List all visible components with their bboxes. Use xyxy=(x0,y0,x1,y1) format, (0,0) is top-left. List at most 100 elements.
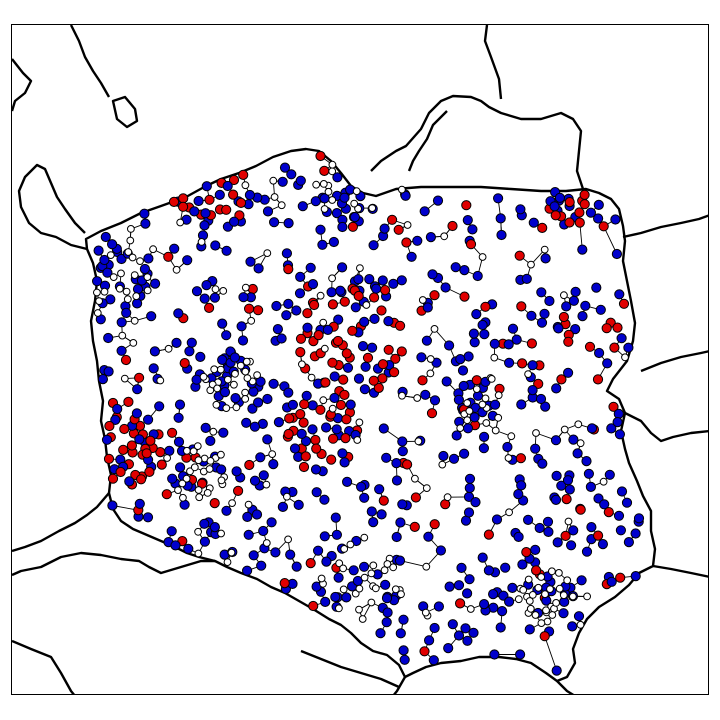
load-node xyxy=(248,386,259,397)
substation-node xyxy=(106,251,115,260)
generator-node xyxy=(204,194,215,205)
load-node xyxy=(471,309,482,320)
load-node xyxy=(479,329,490,340)
load-node xyxy=(112,403,123,415)
network-nodes xyxy=(92,150,645,676)
baltic-coast-east xyxy=(407,110,448,172)
load-node xyxy=(266,517,277,528)
generator-node xyxy=(347,221,358,232)
substation-node xyxy=(527,260,535,269)
generator-node xyxy=(107,473,119,484)
substation-node xyxy=(319,396,328,405)
load-node xyxy=(563,367,574,378)
load-node xyxy=(183,543,194,554)
load-node xyxy=(526,310,537,321)
substation-node xyxy=(367,598,376,607)
load-node xyxy=(516,399,527,410)
generator-node xyxy=(209,498,220,509)
load-node xyxy=(143,253,154,264)
substation-node xyxy=(542,606,550,615)
load-node xyxy=(173,436,185,447)
load-node xyxy=(301,390,312,401)
substation-node xyxy=(316,291,325,300)
generator-node xyxy=(327,357,338,368)
substation-node xyxy=(203,489,212,497)
load-node xyxy=(530,443,541,454)
generator-node xyxy=(601,323,612,334)
load-node xyxy=(623,342,634,353)
load-node xyxy=(420,389,431,400)
load-node xyxy=(507,323,519,334)
load-node xyxy=(317,239,328,250)
denmark-coast xyxy=(12,58,33,112)
load-node xyxy=(458,380,469,392)
belarus-border xyxy=(622,214,708,239)
load-node xyxy=(550,494,562,505)
substation-node xyxy=(197,238,206,246)
load-node xyxy=(435,545,446,556)
load-node xyxy=(464,574,475,585)
generator-node xyxy=(593,530,604,541)
substation-node xyxy=(491,426,500,435)
substation-node xyxy=(130,271,139,280)
load-node xyxy=(611,248,623,260)
generator-node xyxy=(347,325,358,336)
substation-node xyxy=(236,361,245,370)
load-node xyxy=(291,305,302,316)
substation-node xyxy=(312,180,321,189)
load-node xyxy=(397,436,408,447)
load-node xyxy=(630,571,641,582)
load-node xyxy=(146,311,157,322)
generator-node xyxy=(228,189,239,200)
kaliningrad-border xyxy=(370,94,585,190)
load-node xyxy=(468,328,479,339)
load-node xyxy=(283,218,294,229)
substation-node xyxy=(307,373,316,382)
generator-node xyxy=(537,222,548,233)
load-node xyxy=(528,217,539,228)
substation-node xyxy=(383,560,392,568)
load-node xyxy=(493,193,504,204)
load-node xyxy=(103,366,114,377)
generator-node xyxy=(144,466,155,477)
substation-node xyxy=(478,400,487,409)
load-node xyxy=(595,304,606,315)
load-node xyxy=(552,537,563,548)
load-node xyxy=(376,509,387,520)
load-node xyxy=(367,342,378,353)
substation-node xyxy=(109,273,118,282)
substation-node xyxy=(270,193,279,201)
load-node xyxy=(383,316,394,327)
generator-node xyxy=(447,220,458,232)
substation-node xyxy=(179,493,187,502)
substation-node xyxy=(339,564,348,573)
generator-node xyxy=(362,352,374,363)
substation-node xyxy=(223,558,232,566)
generator-node xyxy=(283,428,294,440)
load-node xyxy=(116,345,127,356)
load-node xyxy=(472,270,483,282)
substation-node xyxy=(122,287,131,296)
substation-node xyxy=(340,545,349,553)
load-node xyxy=(124,476,135,487)
load-node xyxy=(561,301,572,312)
load-node xyxy=(248,550,259,561)
network-edge xyxy=(544,636,558,671)
load-node xyxy=(353,373,365,384)
load-node xyxy=(170,540,181,551)
load-node xyxy=(581,456,592,467)
substation-node xyxy=(465,407,474,415)
substation-node xyxy=(358,615,367,623)
substation-node xyxy=(504,454,513,462)
load-node xyxy=(339,192,350,203)
load-node xyxy=(447,619,458,630)
substation-node xyxy=(328,160,337,169)
generator-node xyxy=(612,322,623,333)
load-node xyxy=(131,408,142,419)
load-node xyxy=(333,572,344,583)
load-node xyxy=(395,517,406,528)
generator-node xyxy=(298,417,309,428)
substation-node xyxy=(505,508,514,517)
load-node xyxy=(554,192,566,203)
substation-node xyxy=(339,585,348,594)
